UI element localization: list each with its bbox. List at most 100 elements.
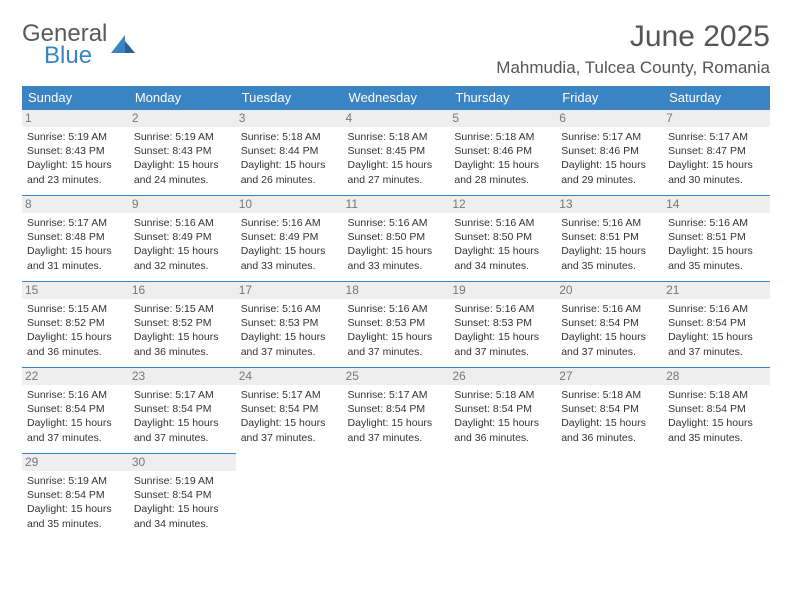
day-header: Saturday — [663, 86, 770, 110]
calendar-cell: 16Sunrise: 5:15 AMSunset: 8:52 PMDayligh… — [129, 282, 236, 368]
header: General Blue June 2025 Mahmudia, Tulcea … — [22, 20, 770, 78]
calendar-cell: 20 Sunrise: 5:16 AMSunset: 8:54 PMDayligh… — [556, 282, 663, 368]
day-number: 4 — [343, 110, 450, 127]
day-number: 13 — [556, 196, 663, 213]
day-details: Sunrise: 5:17 AMSunset: 8:46 PMDaylight:… — [561, 130, 658, 187]
day-details: Sunrise: 5:18 AMSunset: 8:54 PMDaylight:… — [668, 388, 765, 445]
day-number: 26 — [449, 368, 556, 385]
calendar-cell: 3 Sunrise: 5:18 AMSunset: 8:44 PMDaylight… — [236, 110, 343, 196]
calendar-cell: 13 Sunrise: 5:16 AMSunset: 8:51 PMDayligh… — [556, 196, 663, 282]
day-number: 15 — [22, 282, 129, 299]
calendar-cell: 24 Sunrise: 5:17 AMSunset: 8:54 PMDayligh… — [236, 368, 343, 454]
day-details: Sunrise: 5:16 AMSunset: 8:53 PMDaylight:… — [348, 302, 445, 359]
day-number: 24 — [236, 368, 343, 385]
day-details: Sunrise: 5:16 AMSunset: 8:49 PMDaylight:… — [134, 216, 231, 273]
day-number: 11 — [343, 196, 450, 213]
day-number: 22 — [22, 368, 129, 385]
day-details: Sunrise: 5:16 AMSunset: 8:51 PMDaylight:… — [561, 216, 658, 273]
calendar-cell: 28 Sunrise: 5:18 AMSunset: 8:54 PMDayligh… — [663, 368, 770, 454]
calendar-cell: 2Sunrise: 5:19 AMSunset: 8:43 PMDaylight… — [129, 110, 236, 196]
day-details: Sunrise: 5:17 AMSunset: 8:54 PMDaylight:… — [348, 388, 445, 445]
day-number: 8 — [22, 196, 129, 213]
calendar-cell: 14Sunrise: 5:16 AMSunset: 8:51 PMDayligh… — [663, 196, 770, 282]
day-number: 5 — [449, 110, 556, 127]
day-details: Sunrise: 5:16 AMSunset: 8:54 PMDaylight:… — [561, 302, 658, 359]
day-number: 17 — [236, 282, 343, 299]
month-title: June 2025 — [496, 20, 770, 54]
day-header: Tuesday — [236, 86, 343, 110]
calendar-cell: 4 Sunrise: 5:18 AMSunset: 8:45 PMDaylight… — [343, 110, 450, 196]
day-number: 29 — [22, 454, 129, 471]
day-details: Sunrise: 5:16 AMSunset: 8:53 PMDaylight:… — [454, 302, 551, 359]
calendar-cell: 17 Sunrise: 5:16 AMSunset: 8:53 PMDayligh… — [236, 282, 343, 368]
calendar-week-row: 15 Sunrise: 5:15 AMSunset: 8:52 PMDayligh… — [22, 282, 770, 368]
day-number: 21 — [663, 282, 770, 299]
day-number: 23 — [129, 368, 236, 385]
calendar-cell — [236, 454, 343, 540]
day-details: Sunrise: 5:17 AMSunset: 8:54 PMDaylight:… — [241, 388, 338, 445]
day-number: 27 — [556, 368, 663, 385]
day-details: Sunrise: 5:15 AMSunset: 8:52 PMDaylight:… — [134, 302, 231, 359]
calendar-cell: 23 Sunrise: 5:17 AMSunset: 8:54 PMDayligh… — [129, 368, 236, 454]
calendar-cell — [343, 454, 450, 540]
day-number: 1 — [22, 110, 129, 127]
day-number: 3 — [236, 110, 343, 127]
day-header: Monday — [129, 86, 236, 110]
calendar-cell: 11 Sunrise: 5:16 AMSunset: 8:50 PMDayligh… — [343, 196, 450, 282]
calendar-cell — [449, 454, 556, 540]
day-number: 20 — [556, 282, 663, 299]
calendar-cell: 26 Sunrise: 5:18 AMSunset: 8:54 PMDayligh… — [449, 368, 556, 454]
day-details: Sunrise: 5:16 AMSunset: 8:54 PMDaylight:… — [668, 302, 765, 359]
calendar-cell: 6 Sunrise: 5:17 AMSunset: 8:46 PMDaylight… — [556, 110, 663, 196]
day-header: Wednesday — [343, 86, 450, 110]
day-details: Sunrise: 5:19 AMSunset: 8:54 PMDaylight:… — [27, 474, 124, 531]
day-number: 6 — [556, 110, 663, 127]
calendar-cell — [663, 454, 770, 540]
calendar-cell: 5 Sunrise: 5:18 AMSunset: 8:46 PMDaylight… — [449, 110, 556, 196]
calendar-cell: 8Sunrise: 5:17 AMSunset: 8:48 PMDaylight… — [22, 196, 129, 282]
day-number: 12 — [449, 196, 556, 213]
calendar-cell: 30 Sunrise: 5:19 AMSunset: 8:54 PMDayligh… — [129, 454, 236, 540]
calendar-cell: 18 Sunrise: 5:16 AMSunset: 8:53 PMDayligh… — [343, 282, 450, 368]
day-details: Sunrise: 5:18 AMSunset: 8:46 PMDaylight:… — [454, 130, 551, 187]
day-details: Sunrise: 5:17 AMSunset: 8:47 PMDaylight:… — [668, 130, 765, 187]
calendar-week-row: 8Sunrise: 5:17 AMSunset: 8:48 PMDaylight… — [22, 196, 770, 282]
logo: General Blue — [22, 22, 137, 68]
day-header: Sunday — [22, 86, 129, 110]
day-details: Sunrise: 5:16 AMSunset: 8:50 PMDaylight:… — [348, 216, 445, 273]
day-details: Sunrise: 5:16 AMSunset: 8:53 PMDaylight:… — [241, 302, 338, 359]
day-details: Sunrise: 5:16 AMSunset: 8:54 PMDaylight:… — [27, 388, 124, 445]
day-number: 28 — [663, 368, 770, 385]
day-number: 19 — [449, 282, 556, 299]
day-header: Friday — [556, 86, 663, 110]
calendar-table: Sunday Monday Tuesday Wednesday Thursday… — [22, 86, 770, 540]
day-details: Sunrise: 5:17 AMSunset: 8:54 PMDaylight:… — [134, 388, 231, 445]
calendar-cell: 25Sunrise: 5:17 AMSunset: 8:54 PMDayligh… — [343, 368, 450, 454]
day-details: Sunrise: 5:18 AMSunset: 8:54 PMDaylight:… — [561, 388, 658, 445]
day-details: Sunrise: 5:18 AMSunset: 8:45 PMDaylight:… — [348, 130, 445, 187]
day-number: 9 — [129, 196, 236, 213]
calendar-header-row: Sunday Monday Tuesday Wednesday Thursday… — [22, 86, 770, 110]
calendar-cell: 10 Sunrise: 5:16 AMSunset: 8:49 PMDayligh… — [236, 196, 343, 282]
day-details: Sunrise: 5:15 AMSunset: 8:52 PMDaylight:… — [27, 302, 124, 359]
day-number: 2 — [129, 110, 236, 127]
day-details: Sunrise: 5:16 AMSunset: 8:49 PMDaylight:… — [241, 216, 338, 273]
calendar-cell: 1Sunrise: 5:19 AMSunset: 8:43 PMDaylight… — [22, 110, 129, 196]
calendar-cell: 15 Sunrise: 5:15 AMSunset: 8:52 PMDayligh… — [22, 282, 129, 368]
calendar-cell: 7Sunrise: 5:17 AMSunset: 8:47 PMDaylight… — [663, 110, 770, 196]
calendar-week-row: 29 Sunrise: 5:19 AMSunset: 8:54 PMDayligh… — [22, 454, 770, 540]
calendar-week-row: 1Sunrise: 5:19 AMSunset: 8:43 PMDaylight… — [22, 110, 770, 196]
calendar-cell: 21 Sunrise: 5:16 AMSunset: 8:54 PMDayligh… — [663, 282, 770, 368]
calendar-cell: 12Sunrise: 5:16 AMSunset: 8:50 PMDayligh… — [449, 196, 556, 282]
location: Mahmudia, Tulcea County, Romania — [496, 58, 770, 78]
day-number: 10 — [236, 196, 343, 213]
day-details: Sunrise: 5:18 AMSunset: 8:54 PMDaylight:… — [454, 388, 551, 445]
day-details: Sunrise: 5:19 AMSunset: 8:54 PMDaylight:… — [134, 474, 231, 531]
calendar-cell: 29 Sunrise: 5:19 AMSunset: 8:54 PMDayligh… — [22, 454, 129, 540]
day-details: Sunrise: 5:18 AMSunset: 8:44 PMDaylight:… — [241, 130, 338, 187]
day-number: 30 — [129, 454, 236, 471]
calendar-cell: 22 Sunrise: 5:16 AMSunset: 8:54 PMDayligh… — [22, 368, 129, 454]
calendar-cell: 19 Sunrise: 5:16 AMSunset: 8:53 PMDayligh… — [449, 282, 556, 368]
day-number: 18 — [343, 282, 450, 299]
title-block: June 2025 Mahmudia, Tulcea County, Roman… — [496, 20, 770, 78]
